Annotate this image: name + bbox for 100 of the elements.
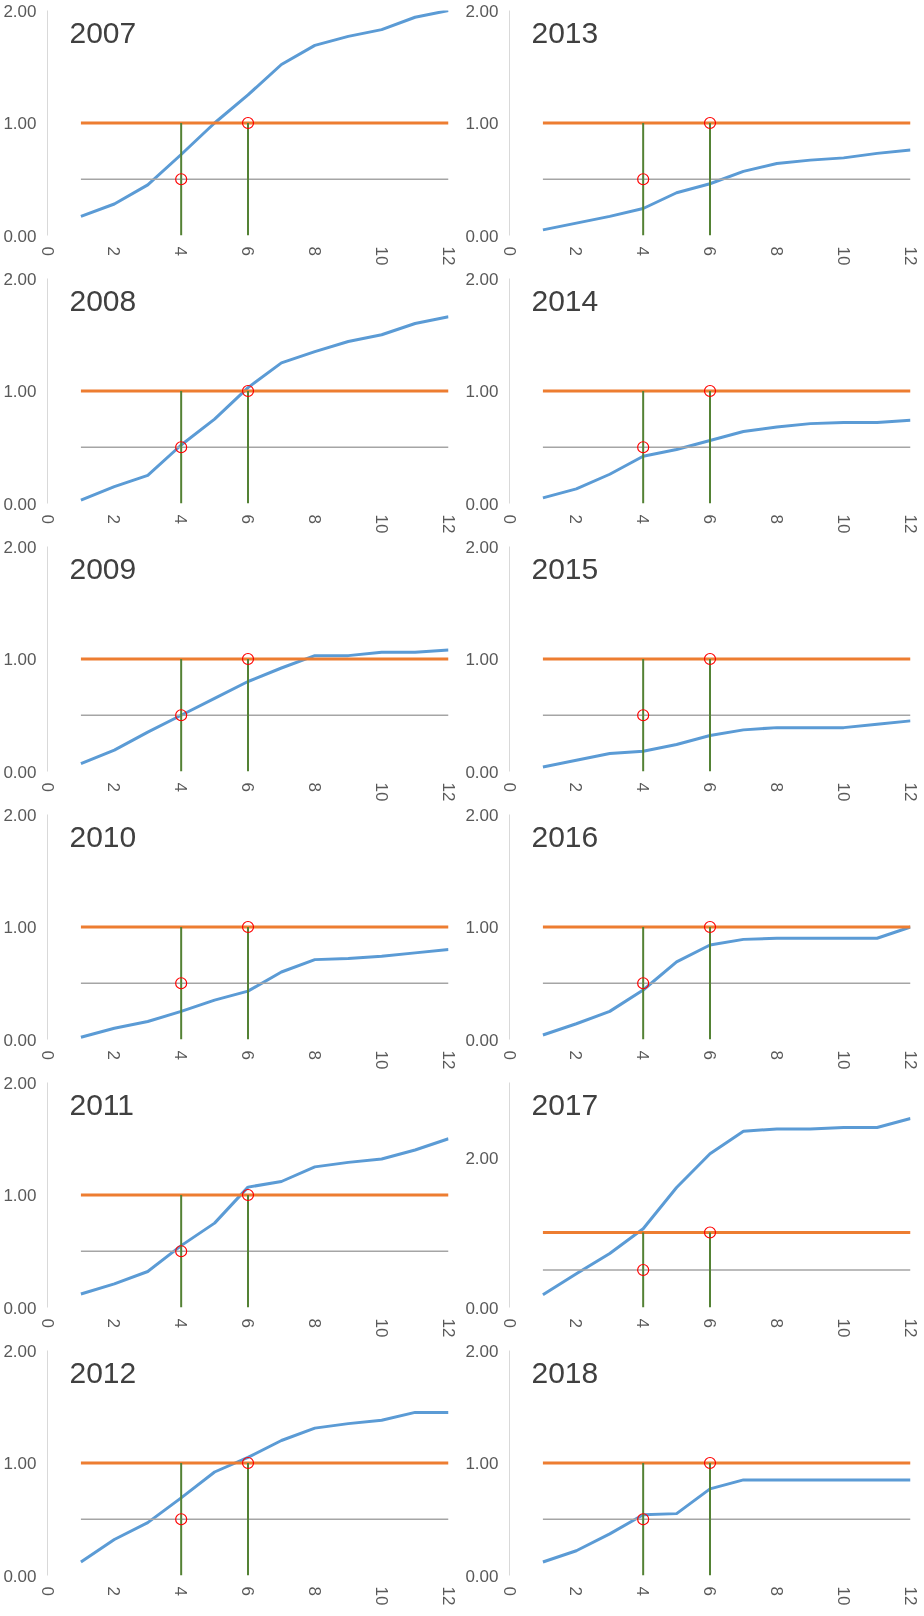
x-tick-label: 0 bbox=[37, 1050, 57, 1060]
x-tick-label: 10 bbox=[371, 1586, 391, 1606]
chart-title: 2013 bbox=[531, 15, 599, 49]
x-tick-label: 2 bbox=[104, 1050, 124, 1060]
y-tick-label: 1.00 bbox=[465, 114, 499, 133]
x-tick-label: 4 bbox=[633, 782, 653, 792]
y-tick-label: 1.00 bbox=[3, 1454, 37, 1473]
x-tick-label: 10 bbox=[371, 514, 391, 534]
x-tick-label: 8 bbox=[304, 1050, 324, 1060]
x-tick-label: 6 bbox=[238, 782, 257, 792]
x-tick-label: 4 bbox=[171, 246, 191, 256]
x-tick-label: 12 bbox=[438, 1586, 458, 1606]
y-tick-label: 2.00 bbox=[3, 269, 37, 289]
x-tick-label: 10 bbox=[833, 514, 853, 534]
y-tick-label: 1.00 bbox=[3, 1186, 37, 1205]
y-tick-label: 1.00 bbox=[465, 382, 499, 401]
x-tick-label: 12 bbox=[438, 246, 458, 266]
y-tick-label: 1.00 bbox=[465, 918, 499, 937]
x-tick-label: 6 bbox=[238, 514, 257, 524]
x-tick-label: 10 bbox=[371, 1050, 391, 1070]
y-tick-label: 0.00 bbox=[3, 762, 37, 782]
y-tick-label: 1.00 bbox=[3, 650, 37, 669]
x-tick-label: 2 bbox=[566, 1318, 586, 1328]
x-tick-label: 6 bbox=[238, 246, 257, 256]
y-tick-label: 2.00 bbox=[3, 805, 37, 825]
y-tick-label: 1.00 bbox=[465, 1454, 499, 1473]
x-tick-label: 4 bbox=[171, 1586, 191, 1596]
x-tick-label: 4 bbox=[633, 1318, 653, 1328]
x-tick-label: 10 bbox=[833, 246, 853, 266]
y-tick-label: 0.00 bbox=[465, 1566, 499, 1586]
y-tick-label: 1.00 bbox=[3, 114, 37, 133]
y-tick-label: 1.00 bbox=[3, 918, 37, 937]
x-tick-label: 10 bbox=[371, 1318, 391, 1338]
x-tick-label: 2 bbox=[104, 1586, 124, 1596]
x-tick-label: 6 bbox=[700, 246, 719, 256]
chart-title: 2018 bbox=[531, 1355, 599, 1389]
x-tick-label: 0 bbox=[37, 514, 57, 524]
y-tick-label: 0.00 bbox=[3, 1030, 37, 1050]
x-tick-label: 0 bbox=[499, 514, 519, 524]
y-tick-label: 1.00 bbox=[465, 650, 499, 669]
x-tick-label: 6 bbox=[700, 782, 719, 792]
chart-title: 2017 bbox=[531, 1087, 599, 1121]
y-tick-label: 0.00 bbox=[465, 226, 499, 246]
chart-title: 2007 bbox=[69, 15, 137, 49]
y-tick-label: 2.00 bbox=[465, 1, 499, 21]
chart-title: 2012 bbox=[69, 1355, 137, 1389]
x-tick-label: 0 bbox=[499, 782, 519, 792]
x-tick-label: 4 bbox=[171, 782, 191, 792]
y-tick-label: 2.00 bbox=[465, 537, 499, 557]
y-tick-label: 2.00 bbox=[465, 805, 499, 825]
chart-title: 2009 bbox=[69, 551, 137, 585]
x-tick-label: 4 bbox=[633, 246, 653, 256]
x-tick-label: 2 bbox=[566, 782, 586, 792]
y-tick-label: 2.00 bbox=[465, 269, 499, 289]
x-tick-label: 12 bbox=[438, 514, 458, 534]
x-tick-label: 12 bbox=[900, 782, 920, 802]
x-tick-label: 8 bbox=[766, 1050, 786, 1060]
chart-title: 2016 bbox=[531, 819, 599, 853]
x-tick-label: 4 bbox=[171, 1318, 191, 1328]
x-tick-label: 12 bbox=[900, 246, 920, 266]
x-tick-label: 10 bbox=[833, 1050, 853, 1070]
y-tick-label: 0.00 bbox=[465, 494, 499, 514]
x-tick-label: 12 bbox=[900, 1318, 920, 1338]
x-tick-label: 12 bbox=[438, 782, 458, 802]
chart-title: 2014 bbox=[531, 283, 599, 317]
x-tick-label: 6 bbox=[700, 1050, 719, 1060]
x-tick-label: 8 bbox=[766, 246, 786, 256]
y-tick-label: 0.00 bbox=[465, 762, 499, 782]
x-tick-label: 2 bbox=[566, 514, 586, 524]
y-tick-label: 2.00 bbox=[465, 1341, 499, 1361]
x-tick-label: 2 bbox=[566, 1050, 586, 1060]
x-tick-label: 10 bbox=[371, 246, 391, 266]
chart-title: 2008 bbox=[69, 283, 137, 317]
y-tick-label: 2.00 bbox=[3, 1, 37, 21]
chart-title: 2011 bbox=[69, 1087, 135, 1121]
y-tick-label: 2.00 bbox=[465, 1148, 499, 1168]
x-tick-label: 0 bbox=[499, 1586, 519, 1596]
y-tick-label: 2.00 bbox=[3, 537, 37, 557]
y-tick-label: 0.00 bbox=[3, 1566, 37, 1586]
x-tick-label: 4 bbox=[171, 1050, 191, 1060]
x-tick-label: 2 bbox=[104, 1318, 124, 1328]
chart-title: 2010 bbox=[69, 819, 137, 853]
y-tick-label: 2.00 bbox=[3, 1341, 37, 1361]
x-tick-label: 12 bbox=[900, 514, 920, 534]
y-tick-label: 0.00 bbox=[3, 494, 37, 514]
x-tick-label: 12 bbox=[900, 1586, 920, 1606]
x-tick-label: 2 bbox=[104, 782, 124, 792]
x-tick-label: 6 bbox=[700, 1318, 719, 1328]
x-tick-label: 0 bbox=[499, 246, 519, 256]
x-tick-label: 10 bbox=[833, 782, 853, 802]
y-tick-label: 0.00 bbox=[3, 226, 37, 246]
x-tick-label: 10 bbox=[833, 1586, 853, 1606]
x-tick-label: 0 bbox=[37, 782, 57, 792]
x-tick-label: 0 bbox=[37, 246, 57, 256]
y-tick-label: 0.00 bbox=[465, 1298, 499, 1318]
x-tick-label: 8 bbox=[304, 1586, 324, 1596]
x-tick-label: 12 bbox=[438, 1050, 458, 1070]
x-tick-label: 10 bbox=[833, 1318, 853, 1338]
x-tick-label: 2 bbox=[566, 246, 586, 256]
x-tick-label: 2 bbox=[566, 1586, 586, 1596]
